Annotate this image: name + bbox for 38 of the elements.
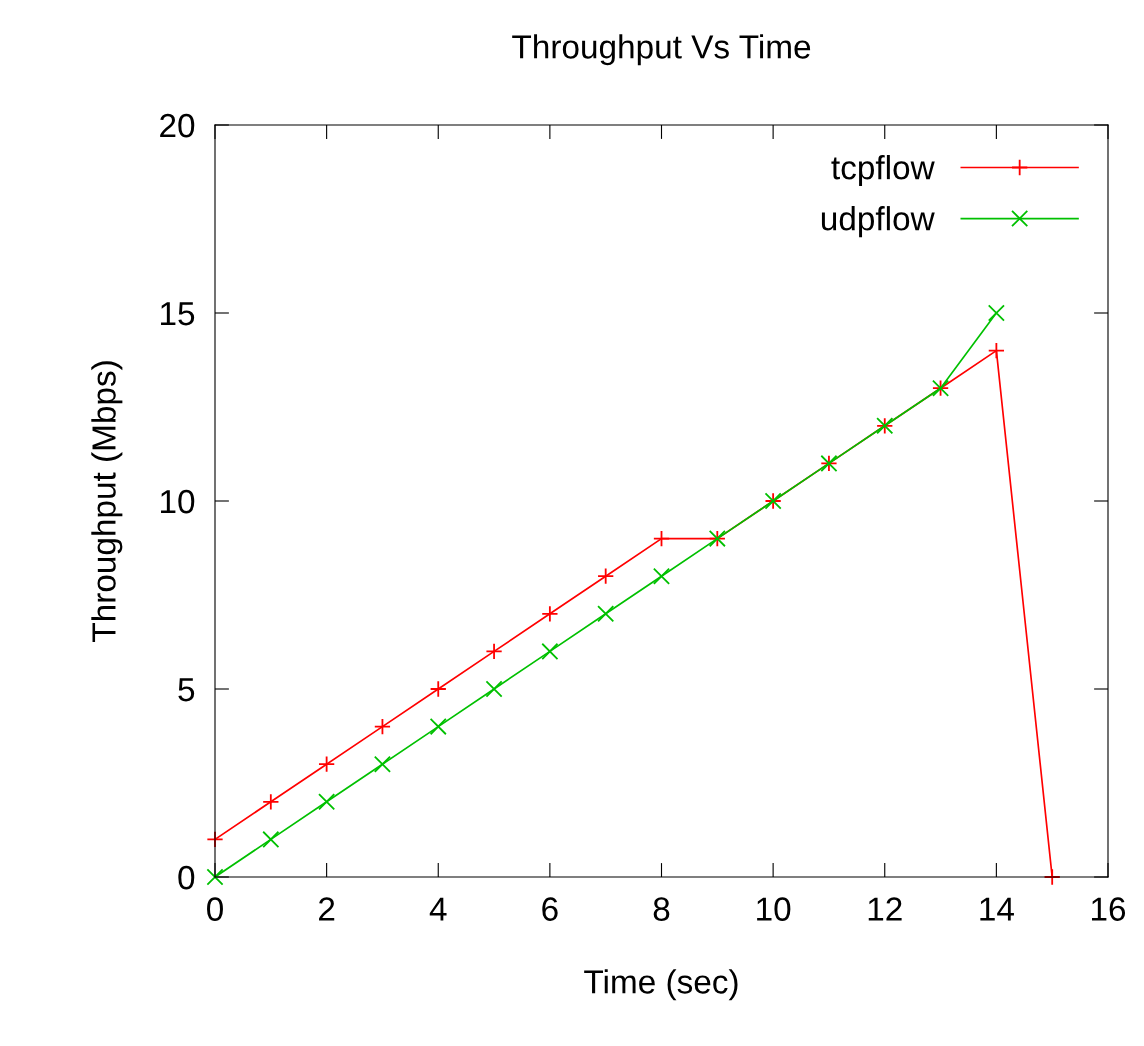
y-tick-label: 5	[178, 678, 195, 702]
point	[485, 680, 503, 698]
point	[597, 605, 615, 623]
x-tick-label: 0	[207, 897, 223, 921]
legend-label: tcpflow	[831, 155, 935, 187]
x-tick-label: 16	[1092, 897, 1126, 921]
point	[652, 567, 671, 585]
point	[262, 793, 280, 811]
point	[373, 718, 391, 736]
x-axis-title: Time (sec)	[584, 969, 738, 1001]
legend-label: udpflow	[821, 206, 935, 238]
y-tick-label: 20	[160, 113, 195, 138]
point	[318, 793, 336, 811]
point	[485, 642, 503, 660]
chart-title: Throughput Vs Time	[512, 34, 811, 66]
point	[429, 680, 447, 698]
y-axis-title: Throughput (Mbps)	[91, 361, 123, 642]
point	[652, 530, 671, 548]
point	[262, 830, 280, 848]
point	[987, 342, 1005, 360]
y-tick-label: 0	[178, 865, 195, 890]
point	[541, 642, 559, 660]
point	[373, 755, 391, 773]
point	[318, 755, 336, 773]
x-tick-label: 6	[542, 897, 558, 921]
x-tick-label: 2	[319, 897, 335, 921]
y-tick-label: 10	[161, 489, 195, 514]
x-tick-label: 8	[653, 897, 670, 921]
point	[429, 718, 447, 736]
y-tick-label: 15	[161, 302, 195, 326]
x-tick-label: 4	[429, 897, 447, 921]
x-tick-label: 14	[980, 897, 1014, 921]
point	[206, 868, 224, 886]
point	[597, 567, 615, 585]
x-tick-label: 12	[868, 897, 902, 921]
point	[987, 304, 1005, 322]
x-tick-label: 10	[757, 897, 791, 921]
point	[541, 605, 559, 623]
